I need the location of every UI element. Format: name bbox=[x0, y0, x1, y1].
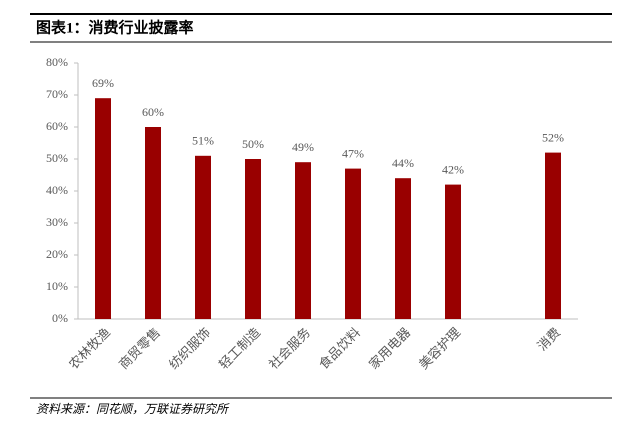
value-label: 47% bbox=[342, 146, 364, 160]
y-tick-label: 80% bbox=[46, 55, 68, 69]
x-tick-label: 家用电器 bbox=[366, 325, 413, 372]
y-tick-label: 0% bbox=[52, 311, 68, 325]
value-label: 51% bbox=[192, 134, 214, 148]
x-tick-label: 社会服务 bbox=[266, 325, 313, 372]
bar bbox=[395, 178, 411, 319]
value-label: 69% bbox=[92, 76, 114, 90]
chart-title: 图表1：消费行业披露率 bbox=[36, 18, 194, 36]
x-tick-label: 食品饮料 bbox=[316, 325, 363, 372]
y-tick-label: 60% bbox=[46, 119, 68, 133]
y-tick-label: 10% bbox=[46, 279, 68, 293]
y-tick-label: 70% bbox=[46, 87, 68, 101]
y-tick-label: 50% bbox=[46, 151, 68, 165]
bar bbox=[295, 162, 311, 319]
bar bbox=[95, 98, 111, 319]
value-label: 52% bbox=[542, 130, 564, 144]
value-label: 44% bbox=[392, 156, 414, 170]
y-tick-label: 40% bbox=[46, 183, 68, 197]
bar bbox=[145, 127, 161, 319]
value-label: 60% bbox=[142, 105, 164, 119]
x-tick-label: 消费 bbox=[534, 325, 563, 354]
value-label: 42% bbox=[442, 162, 464, 176]
x-tick-label: 农林牧渔 bbox=[66, 325, 113, 372]
source: 资料来源：同花顺，万联证券研究所 bbox=[36, 402, 230, 416]
bar bbox=[445, 184, 461, 319]
x-tick-label: 轻工制造 bbox=[216, 325, 263, 372]
value-label: 50% bbox=[242, 137, 264, 151]
value-label: 49% bbox=[292, 140, 314, 154]
bar bbox=[545, 152, 561, 319]
y-tick-label: 20% bbox=[46, 247, 68, 261]
x-tick-label: 商贸零售 bbox=[116, 325, 163, 372]
x-tick-label: 纺织服饰 bbox=[166, 325, 213, 372]
bar bbox=[195, 155, 211, 319]
x-tick-label: 美容护理 bbox=[416, 325, 463, 372]
bar bbox=[245, 159, 261, 319]
bar bbox=[345, 168, 361, 319]
y-tick-label: 30% bbox=[46, 215, 68, 229]
